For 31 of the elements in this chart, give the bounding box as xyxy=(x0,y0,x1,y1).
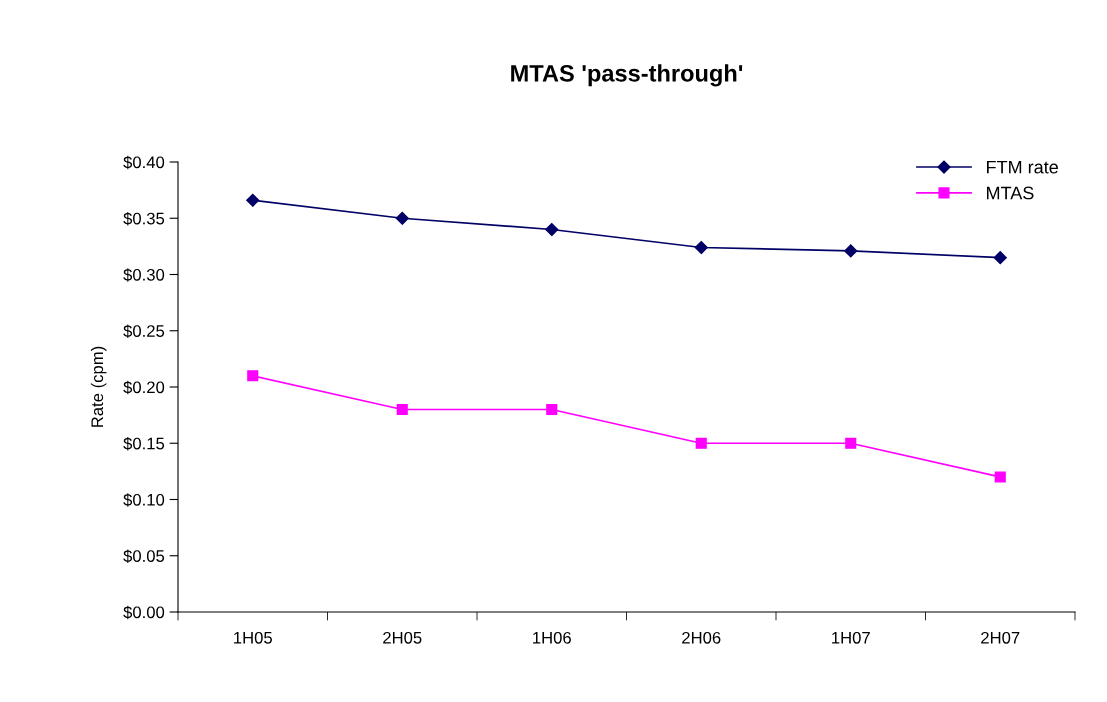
y-tick-label: $0.00 xyxy=(123,605,165,620)
x-tick-label: 2H06 xyxy=(682,631,721,644)
point xyxy=(845,437,857,449)
legend-label: MTAS xyxy=(987,186,1034,200)
x-tick-label: 2H05 xyxy=(383,631,422,644)
point xyxy=(694,240,708,255)
point xyxy=(545,222,559,237)
point xyxy=(246,193,260,207)
point xyxy=(844,244,858,258)
chart-title: MTAS 'pass-through' xyxy=(511,64,743,87)
point xyxy=(994,471,1006,483)
y-axis-title: Rate (cpm) xyxy=(90,346,107,427)
point xyxy=(695,437,707,449)
legend-label: FTM rate xyxy=(987,160,1058,174)
y-tick-label: $0.25 xyxy=(123,324,165,338)
x-tick-label: 2H07 xyxy=(981,631,1020,644)
point xyxy=(395,211,409,225)
y-tick-label: $0.10 xyxy=(123,493,165,507)
x-tick-label: 1H06 xyxy=(533,631,571,644)
y-tick-label: $0.20 xyxy=(123,380,165,395)
point xyxy=(546,403,558,416)
y-tick-label: $0.40 xyxy=(123,155,165,170)
y-tick-label: $0.30 xyxy=(123,268,165,282)
x-tick-label: 1H07 xyxy=(832,631,870,644)
y-tick-label: $0.35 xyxy=(123,211,165,226)
point xyxy=(247,370,259,382)
point xyxy=(396,403,408,416)
point xyxy=(993,251,1007,265)
y-tick-label: $0.15 xyxy=(123,436,165,451)
y-tick-label: $0.05 xyxy=(123,549,165,563)
x-tick-label: 1H05 xyxy=(234,631,272,644)
